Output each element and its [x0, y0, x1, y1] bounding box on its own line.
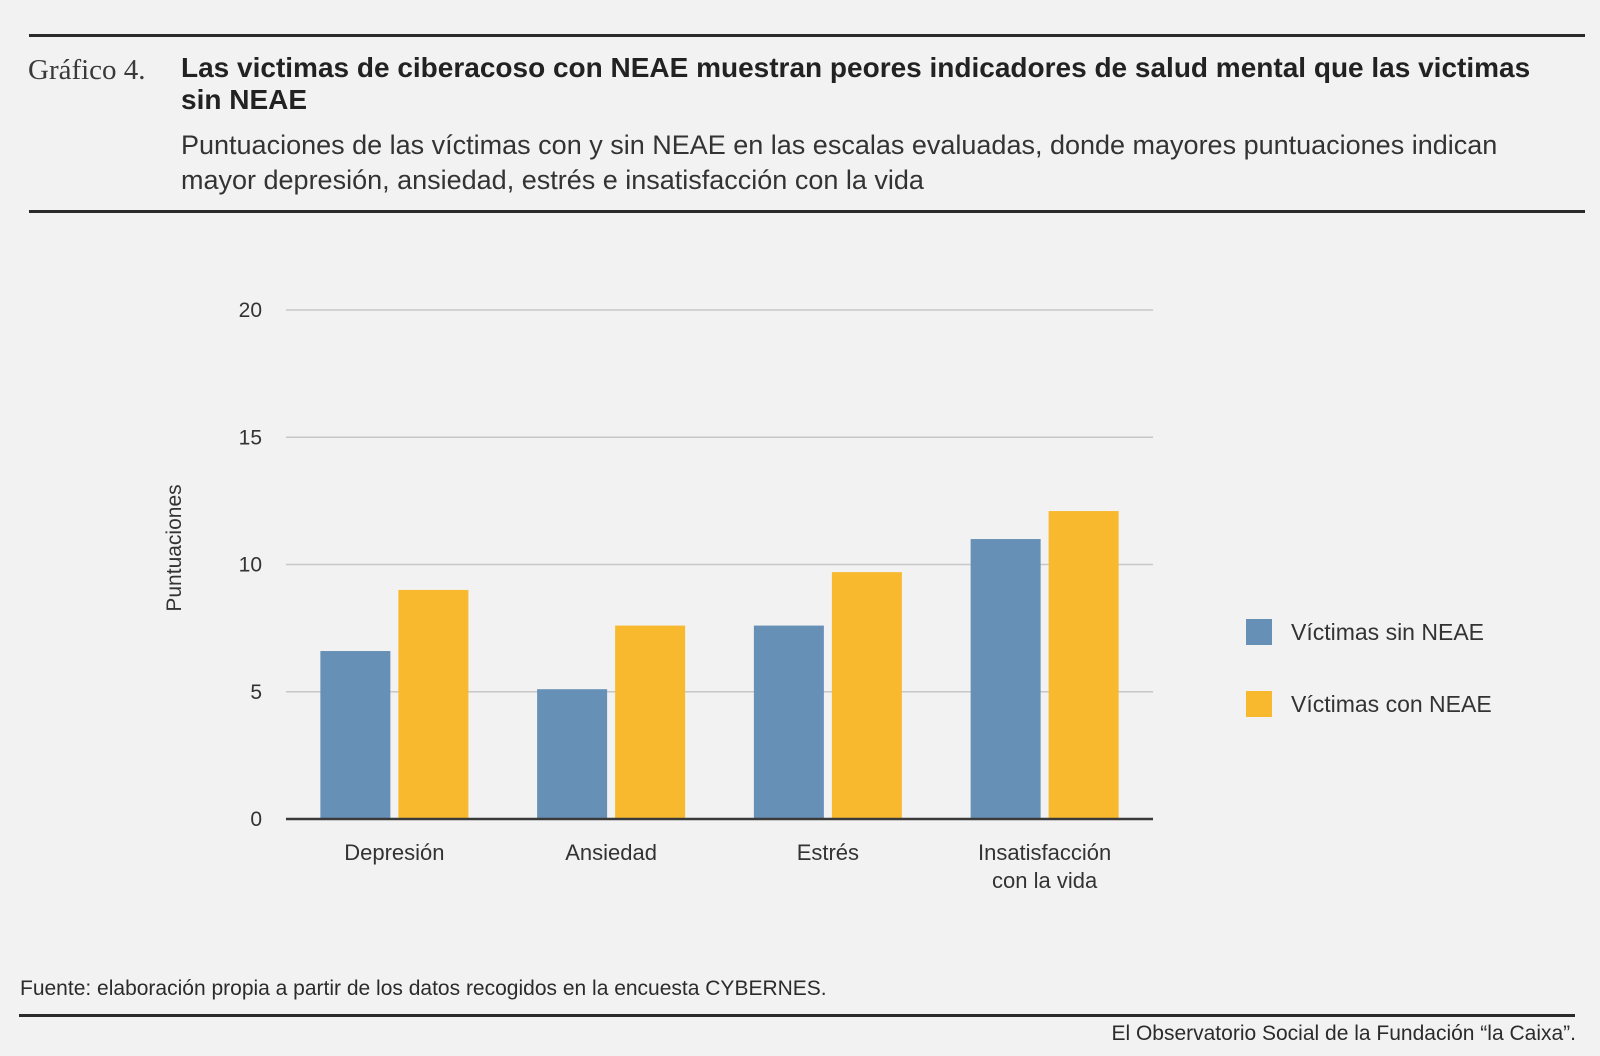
y-tick-label: 20: [239, 299, 262, 322]
bar: [398, 589, 469, 819]
bar: [537, 689, 608, 819]
legend-swatch: [1246, 619, 1272, 645]
bar: [615, 625, 686, 819]
x-tick-label: Insatisfacción: [978, 840, 1111, 865]
bar: [831, 572, 902, 819]
y-tick-label: 0: [250, 808, 262, 831]
y-tick-label: 10: [239, 554, 262, 577]
legend-label: Víctimas sin NEAE: [1291, 619, 1484, 645]
footer-rule: [19, 1014, 1575, 1017]
source-note: Fuente: elaboración propia a partir de l…: [20, 977, 827, 1000]
bar: [970, 539, 1041, 819]
legend: Víctimas sin NEAE Víctimas con NEAE: [1246, 619, 1492, 717]
x-tick-label: con la vida: [992, 868, 1098, 893]
chart-subtitle: Puntuaciones de las víctimas con y sin N…: [181, 130, 1498, 195]
publisher-credit: El Observatorio Social de la Fundación “…: [1111, 1022, 1576, 1045]
y-tick-label: 5: [250, 681, 262, 704]
legend-swatch: [1246, 691, 1272, 717]
legend-label: Víctimas con NEAE: [1291, 691, 1492, 717]
top-rule: [29, 34, 1585, 37]
chart-number-label: Gráfico 4.: [28, 54, 146, 86]
bars: [320, 511, 1119, 819]
x-tick-label: Depresión: [344, 840, 444, 865]
header-bottom-rule: [29, 210, 1585, 213]
x-tick-label: Ansiedad: [565, 840, 657, 865]
bar: [320, 651, 391, 819]
chart-title: Las victimas de ciberacoso con NEAE mues…: [181, 52, 1531, 115]
bar: [1048, 511, 1119, 819]
axes: 0 5 10 15 20 Puntuaciones Depresión Ansiedad Est…: [163, 299, 1153, 893]
x-tick-label: Estrés: [797, 840, 859, 865]
y-axis-title: Puntuaciones: [163, 484, 186, 611]
bar: [753, 625, 824, 819]
y-tick-label: 15: [239, 426, 262, 449]
